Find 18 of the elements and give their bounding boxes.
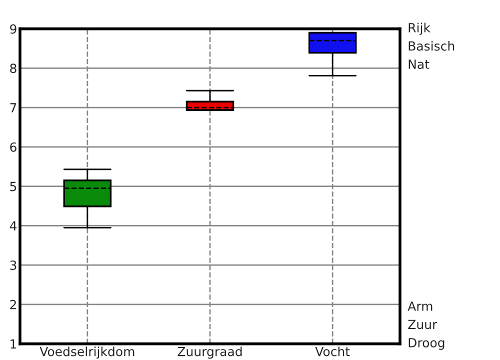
y-tick-label: 8 bbox=[10, 64, 16, 74]
y-tick-label: 7 bbox=[10, 103, 16, 112]
x-tick-label: Vocht bbox=[315, 346, 350, 356]
text: Basisch bbox=[408, 41, 454, 51]
text: Droog bbox=[408, 338, 444, 350]
y-tick-label: 4 bbox=[10, 221, 17, 230]
text: Arm bbox=[408, 302, 432, 311]
x-tick-label: Zuurgraad bbox=[178, 346, 242, 359]
y-tick-label: 5 bbox=[10, 182, 16, 192]
text: Nat bbox=[408, 60, 430, 69]
y-tick-label: 1 bbox=[10, 339, 16, 349]
text: Zuur bbox=[408, 320, 438, 330]
y-tick-label: 2 bbox=[10, 300, 16, 310]
y-tick-label: 9 bbox=[10, 24, 16, 34]
text: Rijk bbox=[408, 22, 430, 35]
y-tick-label: 6 bbox=[10, 142, 16, 152]
x-tick-label: Voedselrijkdom bbox=[40, 346, 134, 359]
y-tick-label: 3 bbox=[10, 260, 16, 270]
